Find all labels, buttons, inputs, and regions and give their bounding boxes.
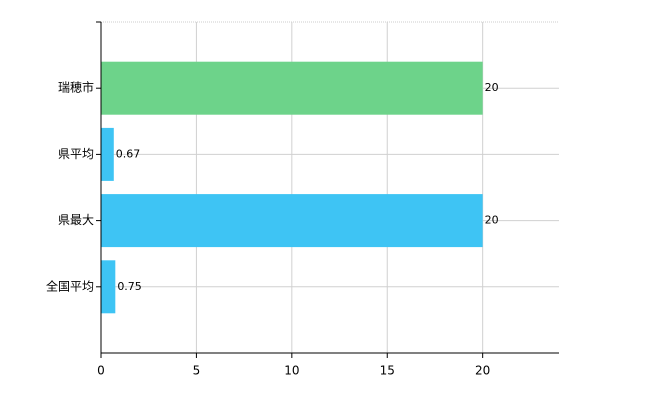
y-tick-label: 県最大 — [58, 213, 94, 227]
y-tick-label: 瑞穂市 — [58, 80, 94, 95]
x-tick-label: 15 — [380, 364, 395, 378]
y-tick-label: 県平均 — [58, 147, 94, 161]
y-tick-label: 全国平均 — [46, 278, 94, 293]
x-tick-label: 20 — [475, 364, 490, 378]
value-label: 0.75 — [117, 280, 142, 293]
value-label: 20 — [485, 81, 499, 94]
bar — [101, 61, 483, 115]
x-tick-label: 10 — [284, 364, 299, 378]
bar — [101, 260, 116, 314]
x-tick-label: 0 — [97, 364, 105, 378]
value-label: 20 — [485, 214, 499, 227]
value-label: 0.67 — [116, 147, 140, 160]
x-tick-label: 5 — [193, 364, 201, 378]
bar — [101, 194, 483, 248]
bar — [101, 127, 114, 181]
